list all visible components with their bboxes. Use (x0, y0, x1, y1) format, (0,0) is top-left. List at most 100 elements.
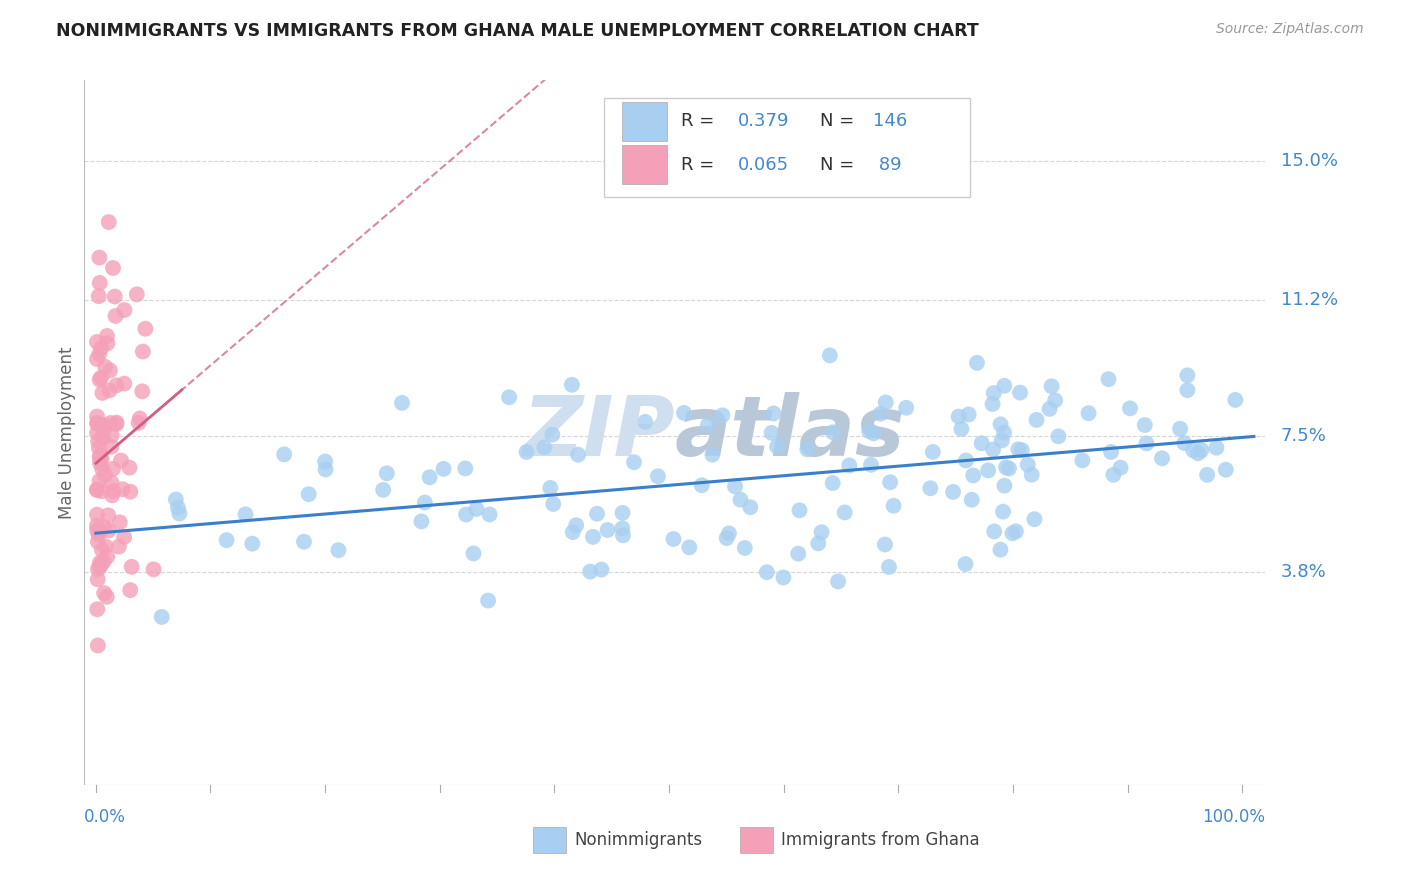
Point (541, 427, 564, 442)
Point (91, 430, 114, 444)
Point (419, 470, 441, 484)
Point (373, 483, 395, 497)
Point (96, 590, 118, 604)
Point (89, 347, 111, 361)
Point (413, 495, 436, 509)
Point (672, 406, 695, 420)
Point (538, 481, 561, 495)
Point (1168, 422, 1191, 436)
Point (977, 463, 1000, 477)
Point (796, 442, 818, 457)
Point (561, 525, 583, 540)
Point (1119, 401, 1142, 416)
Point (104, 309, 127, 323)
Point (995, 460, 1018, 475)
Point (105, 378, 128, 392)
Point (89, 474, 111, 488)
Point (875, 395, 897, 409)
Point (612, 528, 634, 542)
Point (1135, 436, 1157, 450)
Point (215, 533, 238, 548)
Point (125, 287, 148, 301)
Point (432, 462, 454, 476)
Point (128, 411, 150, 425)
Point (821, 476, 844, 491)
Point (86, 523, 108, 537)
Point (869, 407, 891, 421)
Point (998, 461, 1021, 475)
Point (1001, 526, 1024, 541)
Point (1077, 406, 1099, 420)
Text: 0.065: 0.065 (738, 156, 789, 174)
Point (955, 453, 977, 467)
Point (818, 348, 841, 362)
Point (87, 434, 110, 449)
Point (101, 488, 124, 502)
Point (465, 502, 488, 516)
Point (1197, 467, 1219, 482)
Point (134, 322, 156, 336)
Point (97, 508, 120, 523)
Point (97, 215, 120, 229)
Point (87, 441, 110, 455)
Point (96, 329, 118, 343)
Point (960, 492, 983, 507)
Point (454, 461, 477, 475)
Point (96, 336, 118, 351)
Point (858, 424, 880, 438)
Point (1109, 460, 1132, 475)
Point (1071, 453, 1094, 467)
Point (1191, 443, 1213, 458)
Point (328, 543, 350, 558)
Point (634, 415, 657, 429)
Point (711, 409, 734, 423)
Point (1005, 524, 1028, 539)
Point (991, 505, 1014, 519)
Point (90, 543, 112, 558)
Point (235, 508, 257, 522)
Point (533, 441, 555, 455)
Point (90, 341, 112, 355)
Point (110, 453, 132, 467)
Text: NONIMMIGRANTS VS IMMIGRANTS FROM GHANA MALE UNEMPLOYMENT CORRELATION CHART: NONIMMIGRANTS VS IMMIGRANTS FROM GHANA M… (56, 22, 979, 40)
Point (772, 570, 794, 584)
Point (86, 334, 108, 349)
Point (101, 462, 124, 476)
Point (292, 534, 315, 549)
Point (98, 363, 121, 377)
Point (86, 352, 108, 367)
Point (596, 523, 619, 537)
Point (702, 448, 724, 462)
Text: 89: 89 (873, 156, 901, 174)
Point (991, 434, 1014, 448)
Point (86, 425, 108, 440)
Point (93, 520, 115, 534)
Point (89, 556, 111, 570)
Point (98, 384, 121, 398)
Text: 0.379: 0.379 (738, 112, 789, 130)
Point (766, 440, 789, 454)
Point (105, 417, 128, 431)
Point (662, 532, 685, 546)
Text: Immigrants from Ghana: Immigrants from Ghana (782, 831, 980, 849)
Point (454, 508, 477, 522)
Point (97, 524, 120, 538)
Point (565, 518, 588, 533)
Y-axis label: Male Unemployment: Male Unemployment (58, 346, 76, 519)
Point (787, 547, 810, 561)
Point (100, 428, 122, 442)
Point (240, 536, 263, 550)
Point (91, 386, 114, 401)
Point (983, 524, 1005, 539)
Point (807, 536, 830, 550)
Point (567, 448, 589, 462)
Point (647, 469, 669, 483)
Point (561, 377, 583, 392)
Point (167, 500, 190, 515)
Point (690, 478, 713, 492)
Point (100, 416, 122, 430)
Point (591, 563, 613, 577)
Text: N =: N = (820, 112, 860, 130)
Point (93, 586, 115, 600)
Point (101, 260, 124, 275)
